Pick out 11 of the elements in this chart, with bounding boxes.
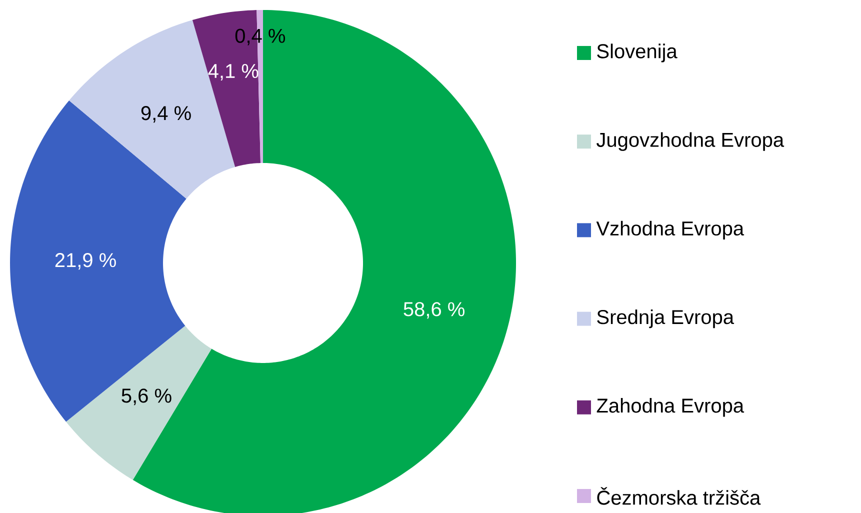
legend-label: Srednja Evropa	[597, 309, 734, 328]
legend-label: Vzhodna Evropa	[596, 220, 744, 240]
data-label: 58,6 %	[404, 302, 464, 319]
legend-label: Čezmorska tržišča	[597, 487, 761, 505]
data-label: 21,9 %	[55, 253, 116, 270]
legend-label: Slovenija	[597, 44, 678, 62]
data-label: 5,6 %	[122, 388, 172, 406]
legend-label: Zahodna Evropa	[596, 398, 744, 417]
data-label: 9,4 %	[141, 106, 191, 123]
legend-label: Jugovzhodna Evropa	[596, 132, 784, 151]
data-label: 4,1 %	[208, 64, 258, 80]
